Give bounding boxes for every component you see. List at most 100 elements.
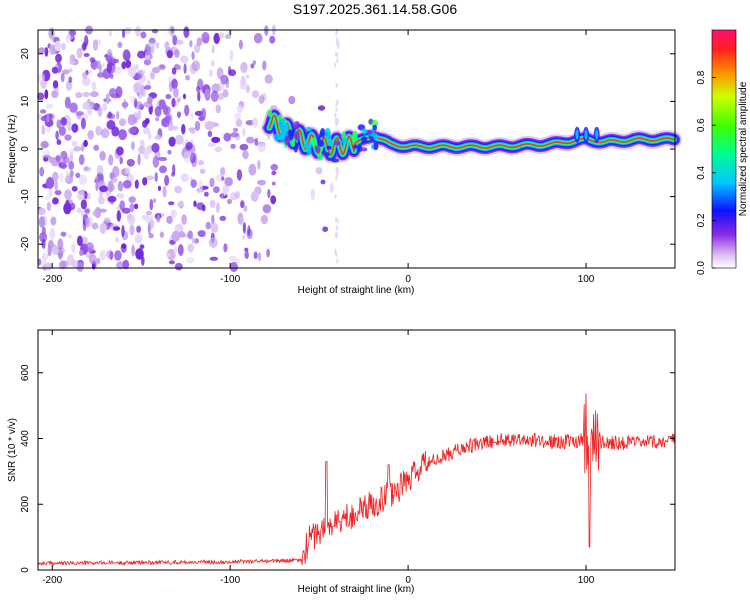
noise-dot	[46, 177, 55, 189]
noise-dot	[75, 92, 83, 99]
noise-dot	[220, 74, 229, 85]
noise-dot	[43, 196, 50, 201]
noise-dot	[80, 117, 86, 130]
noise-dot	[245, 84, 250, 94]
noise-dot	[270, 195, 277, 205]
colorbar-tick-label: 0.2	[696, 213, 707, 227]
noise-dot	[64, 189, 72, 200]
noise-dot	[121, 61, 127, 70]
noise-dot	[51, 90, 59, 99]
noise-dot	[135, 248, 144, 260]
noise-dot	[148, 131, 152, 140]
noise-dot	[257, 142, 266, 153]
noise-dot	[46, 201, 52, 212]
y-tick-label: -20	[20, 237, 31, 252]
noise-dot	[157, 185, 162, 191]
noise-dot	[125, 167, 131, 175]
noise-dot	[139, 139, 145, 148]
ridge-blob	[287, 129, 294, 135]
noise-dot	[39, 232, 48, 243]
noise-dot	[335, 232, 338, 238]
noise-dot	[64, 134, 72, 141]
noise-dot	[254, 138, 259, 146]
y-tick-label: 0	[20, 146, 31, 152]
noise-dot	[185, 141, 193, 150]
ridge-blob	[305, 126, 312, 132]
ridge-blob	[293, 121, 300, 130]
noise-dot	[68, 68, 73, 73]
noise-dot	[100, 223, 106, 234]
noise-dot	[62, 156, 70, 164]
noise-dot	[107, 180, 114, 193]
noise-dot	[147, 96, 153, 105]
noise-dot	[187, 230, 193, 240]
noise-dot	[258, 94, 265, 104]
noise-dot	[162, 186, 167, 198]
noise-dot	[191, 51, 195, 60]
noise-dot	[209, 199, 216, 209]
noise-dot	[90, 91, 99, 98]
noise-dot	[50, 37, 55, 42]
noise-dot	[37, 92, 45, 101]
noise-dot	[209, 69, 213, 78]
noise-dot	[207, 130, 213, 137]
noise-dot	[46, 126, 51, 134]
noise-dot	[97, 106, 103, 117]
noise-dot	[81, 236, 88, 245]
noise-dot	[183, 26, 190, 38]
noise-dot	[117, 180, 124, 192]
spectrogram-x-ticks: -200 -100 0 100	[42, 30, 595, 285]
noise-dot	[201, 204, 206, 212]
noise-dot	[213, 32, 220, 45]
colorbar-tick-label: 0.0	[696, 261, 707, 275]
noise-dot	[235, 118, 243, 128]
noise-dot	[37, 207, 46, 216]
noise-dot	[176, 97, 181, 103]
y-tick-label: 10	[20, 95, 31, 107]
noise-dot	[224, 34, 232, 40]
ridge-blob	[331, 158, 340, 163]
noise-dot	[44, 262, 53, 271]
noise-dot	[198, 179, 203, 192]
ridge-blob	[373, 133, 379, 141]
noise-dot	[148, 233, 154, 239]
noise-dot	[191, 60, 201, 72]
noise-dot	[190, 129, 196, 134]
noise-dot	[96, 165, 104, 176]
noise-dot	[118, 129, 127, 141]
noise-dot	[45, 103, 54, 110]
noise-dot	[117, 41, 123, 49]
noise-dot	[109, 251, 114, 261]
noise-dot	[194, 43, 201, 53]
noise-dot	[211, 83, 221, 93]
noise-dot	[134, 98, 138, 108]
noise-dot	[230, 143, 236, 149]
spectrogram-ridge	[261, 107, 683, 164]
noise-dot	[147, 222, 151, 235]
noise-dot	[95, 126, 103, 136]
noise-dot	[145, 210, 152, 216]
ridge-blob	[372, 124, 377, 131]
noise-dot	[226, 198, 233, 205]
noise-dot	[73, 146, 82, 152]
colorbar-frame	[711, 29, 737, 269]
noise-dot	[174, 49, 180, 58]
spectrogram-y-ticks: -20 -10 0 10 20	[20, 48, 675, 252]
noise-dot	[51, 245, 60, 255]
noise-dot	[189, 152, 196, 164]
noise-dot	[84, 208, 90, 214]
ridge-blob	[314, 146, 321, 153]
noise-dot	[128, 196, 136, 204]
noise-dot	[252, 60, 257, 65]
noise-dot	[329, 182, 334, 193]
colorbar-tick-label: 0.8	[696, 70, 707, 84]
noise-dot	[156, 214, 161, 223]
ridge-blob	[357, 145, 363, 152]
ridge-spike-core	[575, 129, 579, 140]
noise-dot	[152, 156, 160, 168]
noise-dot	[134, 233, 143, 244]
noise-dot	[243, 205, 248, 212]
noise-dot	[58, 126, 66, 136]
